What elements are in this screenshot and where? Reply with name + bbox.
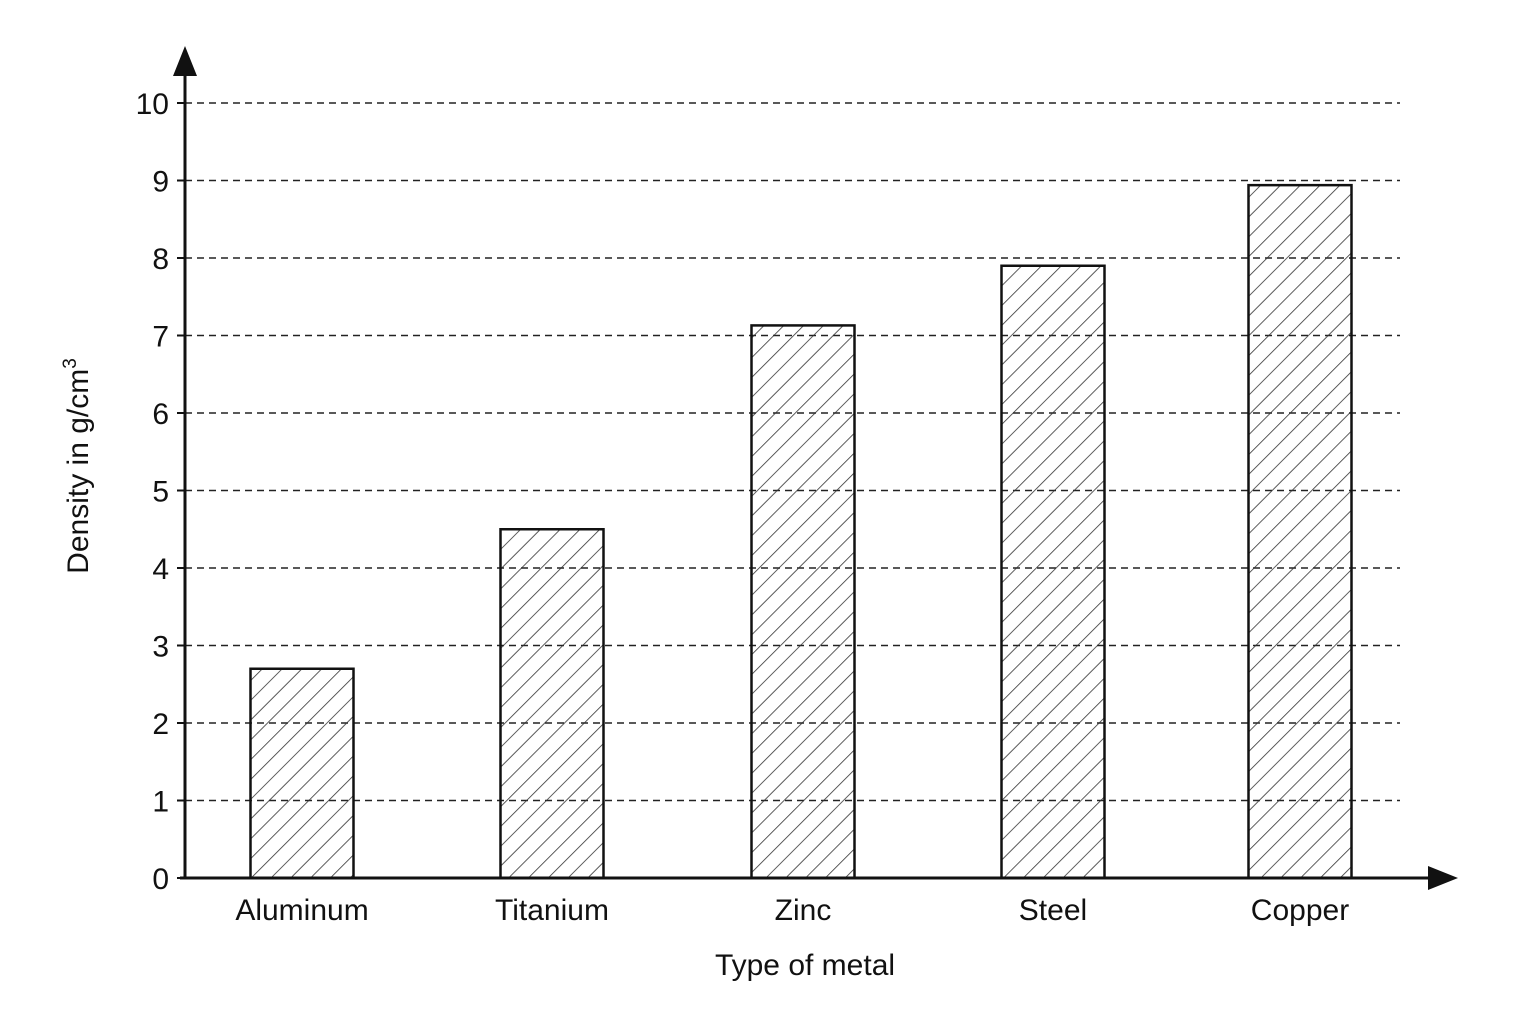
y-tick-label-2: 2 bbox=[152, 708, 169, 741]
bars bbox=[249, 183, 1353, 880]
bar-steel bbox=[1000, 264, 1106, 880]
y-axis-title-main: Density in g/cm bbox=[62, 369, 95, 574]
bar-zinc bbox=[750, 324, 856, 880]
y-tick-label-8: 8 bbox=[152, 243, 169, 276]
y-tick-label-4: 4 bbox=[152, 553, 169, 586]
y-tick-label-1: 1 bbox=[152, 786, 169, 819]
y-tick-label-9: 9 bbox=[152, 166, 169, 199]
y-tick-label-0: 0 bbox=[152, 863, 169, 896]
y-tick-label-10: 10 bbox=[136, 88, 169, 121]
y-tick-labels: 0 1 2 3 4 5 6 7 8 9 10 bbox=[136, 88, 185, 896]
gridlines bbox=[185, 102, 1400, 802]
bar-titanium bbox=[499, 528, 605, 880]
y-tick-label-6: 6 bbox=[152, 398, 169, 431]
x-tick-label-titanium: Titanium bbox=[495, 894, 609, 927]
x-tick-label-zinc: Zinc bbox=[775, 894, 832, 927]
y-axis-title-superscript: 3 bbox=[60, 358, 81, 369]
bar-copper bbox=[1247, 183, 1353, 880]
x-tick-label-copper: Copper bbox=[1251, 894, 1349, 927]
y-tick-label-3: 3 bbox=[152, 631, 169, 664]
x-category-labels: Aluminum Titanium Zinc Steel Copper bbox=[235, 894, 1349, 927]
y-axis-title: Density in g/cm3 bbox=[60, 358, 95, 574]
x-axis-title: Type of metal bbox=[715, 949, 895, 982]
y-tick-label-5: 5 bbox=[152, 476, 169, 509]
bar-aluminum bbox=[249, 667, 355, 880]
x-tick-label-steel: Steel bbox=[1019, 894, 1087, 927]
x-tick-label-aluminum: Aluminum bbox=[235, 894, 368, 927]
y-tick-label-7: 7 bbox=[152, 321, 169, 354]
